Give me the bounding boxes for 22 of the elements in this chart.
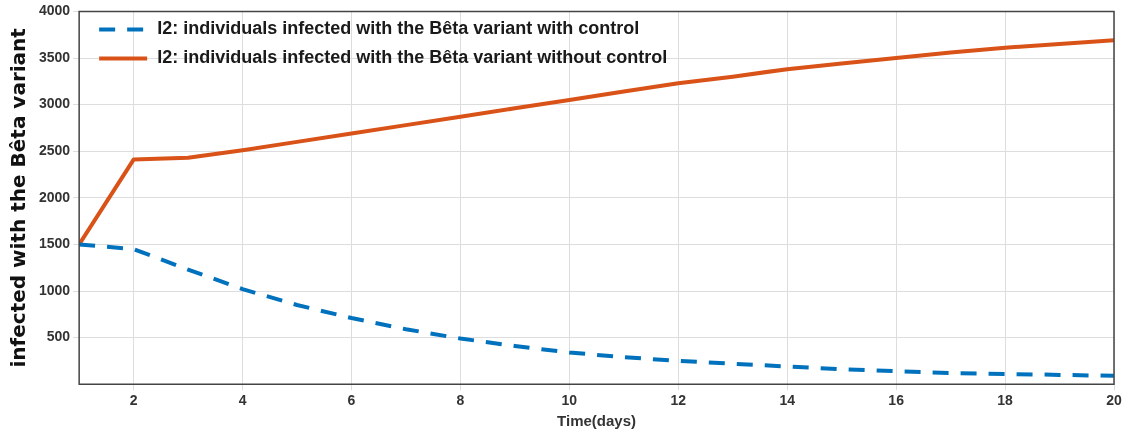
x-tick-label: 4 — [238, 392, 247, 409]
y-tick-label: 3000 — [38, 95, 71, 112]
legend-label: I2: individuals infected with the Bêta variant without control — [157, 47, 668, 68]
legend-label: I2: individuals infected with the Bêta variant with control — [157, 18, 640, 39]
y-tick-label: 2500 — [38, 142, 71, 159]
y-tick-label: 2000 — [38, 188, 71, 205]
y-tick-label: 4000 — [38, 2, 71, 19]
y-tick-label: 1500 — [38, 235, 71, 252]
x-tick-label: 6 — [347, 392, 356, 409]
x-tick-label: 12 — [670, 392, 687, 409]
x-axis-title: Time(days) — [557, 412, 637, 430]
y-tick-label: 1000 — [38, 281, 71, 298]
x-tick-label: 8 — [456, 392, 465, 409]
y-axis-title: infected with the Bêta variant — [6, 27, 31, 368]
x-tick-label: 20 — [1106, 392, 1122, 409]
x-tick-label: 14 — [779, 392, 796, 409]
x-tick-label: 18 — [997, 392, 1014, 409]
x-tick-label: 10 — [561, 392, 578, 409]
x-tick-label: 2 — [129, 392, 138, 409]
y-tick-label: 3500 — [38, 48, 71, 65]
x-tick-label: 16 — [888, 392, 905, 409]
y-tick-label: 500 — [46, 328, 71, 345]
